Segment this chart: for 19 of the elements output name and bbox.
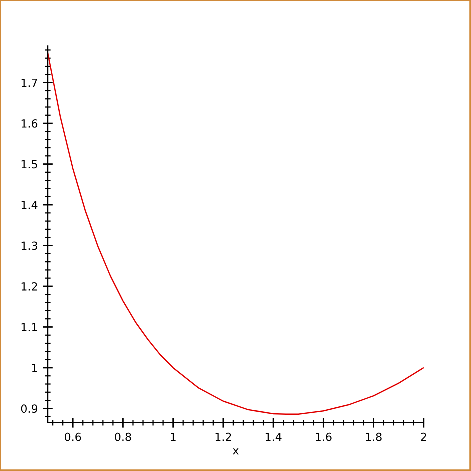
y-tick-label: 1.3 — [22, 242, 38, 250]
y-tick-label: 1.1 — [22, 323, 38, 332]
x-tick-label: 0.8 — [115, 432, 132, 442]
x-tick-label: 1.4 — [266, 433, 282, 442]
x-tick-label: 1.6 — [316, 432, 332, 442]
y-tick-label: 1.5 — [22, 160, 38, 169]
x-tick-label: 2 — [421, 432, 426, 442]
x-tick-label: 0.6 — [64, 432, 82, 442]
y-tick-label: 1.7 — [22, 78, 38, 88]
y-tick-label: 1.6 — [22, 120, 38, 128]
y-tick-label: 1 — [32, 364, 38, 372]
y-tick-label: 1.2 — [22, 282, 38, 291]
y-tick-label: 1.4 — [22, 201, 38, 210]
x-tick-label: 1 — [171, 433, 176, 442]
x-axis-title: x — [233, 448, 239, 455]
line-series — [48, 52, 424, 416]
x-tick-label: 1.2 — [216, 432, 232, 442]
y-tick-label: 0.9 — [21, 404, 38, 414]
x-tick-label: 1.8 — [366, 432, 382, 442]
